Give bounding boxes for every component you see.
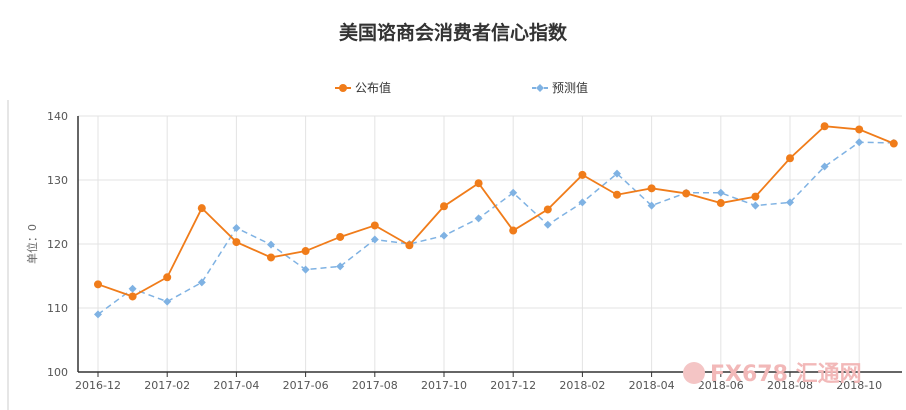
data-point[interactable] bbox=[440, 202, 448, 211]
data-point[interactable] bbox=[267, 240, 275, 249]
data-point[interactable] bbox=[474, 179, 483, 188]
data-point[interactable] bbox=[232, 224, 241, 232]
data-point[interactable] bbox=[197, 204, 206, 213]
x-tick-label: 2016-12 bbox=[75, 379, 121, 392]
x-tick-label: 2017-02 bbox=[144, 379, 190, 392]
data-point[interactable] bbox=[578, 198, 587, 207]
y-tick-label: 120 bbox=[47, 238, 68, 251]
grid-lines bbox=[78, 115, 902, 372]
data-point[interactable] bbox=[336, 232, 345, 241]
data-point[interactable] bbox=[820, 162, 829, 171]
chart-title: 美国谘商会消费者信心指数 bbox=[338, 22, 567, 44]
legend-marker bbox=[536, 84, 544, 92]
x-tick-label: 2017-04 bbox=[213, 379, 259, 392]
data-point[interactable] bbox=[509, 188, 518, 197]
legend-marker bbox=[339, 84, 347, 92]
data-point[interactable] bbox=[163, 273, 172, 282]
y-tick-label: 100 bbox=[47, 366, 68, 379]
data-point[interactable] bbox=[94, 310, 102, 319]
data-point[interactable] bbox=[232, 238, 241, 247]
legend: 公布值 预测值 bbox=[335, 80, 588, 95]
data-point[interactable] bbox=[474, 214, 483, 223]
y-tick-label: 140 bbox=[47, 110, 68, 123]
x-tick-label: 2017-06 bbox=[283, 379, 329, 392]
data-point[interactable] bbox=[163, 297, 172, 306]
data-point[interactable] bbox=[786, 154, 794, 163]
data-point[interactable] bbox=[716, 188, 725, 197]
x-tick-label: 2017-12 bbox=[490, 379, 536, 392]
data-point[interactable] bbox=[613, 169, 621, 178]
fx678-logo-icon bbox=[683, 362, 705, 384]
data-point[interactable] bbox=[889, 139, 898, 148]
data-point[interactable] bbox=[197, 278, 206, 287]
x-tick-label: 2017-08 bbox=[352, 379, 398, 392]
data-point[interactable] bbox=[94, 280, 102, 289]
data-point[interactable] bbox=[751, 201, 760, 210]
y-tick-label: 110 bbox=[47, 302, 68, 315]
y-axis-ticks: 100 110 120 130 140 bbox=[47, 110, 68, 379]
data-point[interactable] bbox=[336, 262, 345, 271]
x-tick-label: 2018-02 bbox=[559, 379, 605, 392]
legend-label: 预测值 bbox=[552, 80, 588, 95]
data-point[interactable] bbox=[543, 205, 552, 214]
x-tick-label: 2018-10 bbox=[836, 379, 882, 392]
data-point[interactable] bbox=[370, 221, 379, 230]
data-point[interactable] bbox=[543, 220, 552, 229]
data-point[interactable] bbox=[682, 189, 691, 198]
legend-label: 公布值 bbox=[355, 80, 391, 95]
x-axis-ticks: 2016-12 2017-02 2017-04 2017-06 2017-08 2017-… bbox=[75, 379, 882, 392]
x-tick-label: 2018-06 bbox=[698, 379, 744, 392]
data-point[interactable] bbox=[647, 201, 656, 210]
data-point[interactable] bbox=[820, 122, 829, 131]
y-tick-label: 130 bbox=[47, 174, 68, 187]
x-tick-label: 2018-08 bbox=[767, 379, 813, 392]
x-tick-label: 2017-10 bbox=[421, 379, 467, 392]
axes bbox=[7, 100, 902, 410]
data-point[interactable] bbox=[647, 184, 656, 193]
data-point[interactable] bbox=[128, 292, 137, 301]
data-point[interactable] bbox=[370, 235, 379, 244]
data-point[interactable] bbox=[301, 247, 310, 256]
legend-item[interactable]: 公布值 bbox=[335, 80, 391, 95]
watermark-text: FX678 汇通网 bbox=[710, 362, 862, 387]
data-point[interactable] bbox=[716, 199, 725, 208]
series-line-actual bbox=[97, 125, 895, 298]
data-point[interactable] bbox=[578, 170, 587, 179]
data-point[interactable] bbox=[267, 253, 275, 262]
data-point[interactable] bbox=[855, 138, 864, 147]
x-tick-label: 2018-04 bbox=[629, 379, 675, 392]
data-point[interactable] bbox=[751, 192, 760, 201]
y-axis-label: 单位：0 bbox=[25, 224, 39, 264]
data-point[interactable] bbox=[405, 241, 414, 250]
series-line-forecast bbox=[97, 141, 894, 316]
series-lines bbox=[94, 122, 898, 319]
data-point[interactable] bbox=[301, 265, 310, 274]
legend-item[interactable]: 预测值 bbox=[532, 80, 588, 95]
data-point[interactable] bbox=[509, 226, 518, 235]
watermark: FX678 汇通网 bbox=[683, 362, 862, 387]
data-point[interactable] bbox=[613, 190, 621, 199]
data-point[interactable] bbox=[440, 231, 448, 240]
data-point[interactable] bbox=[786, 198, 794, 207]
data-point[interactable] bbox=[128, 284, 137, 293]
data-point[interactable] bbox=[855, 125, 864, 134]
